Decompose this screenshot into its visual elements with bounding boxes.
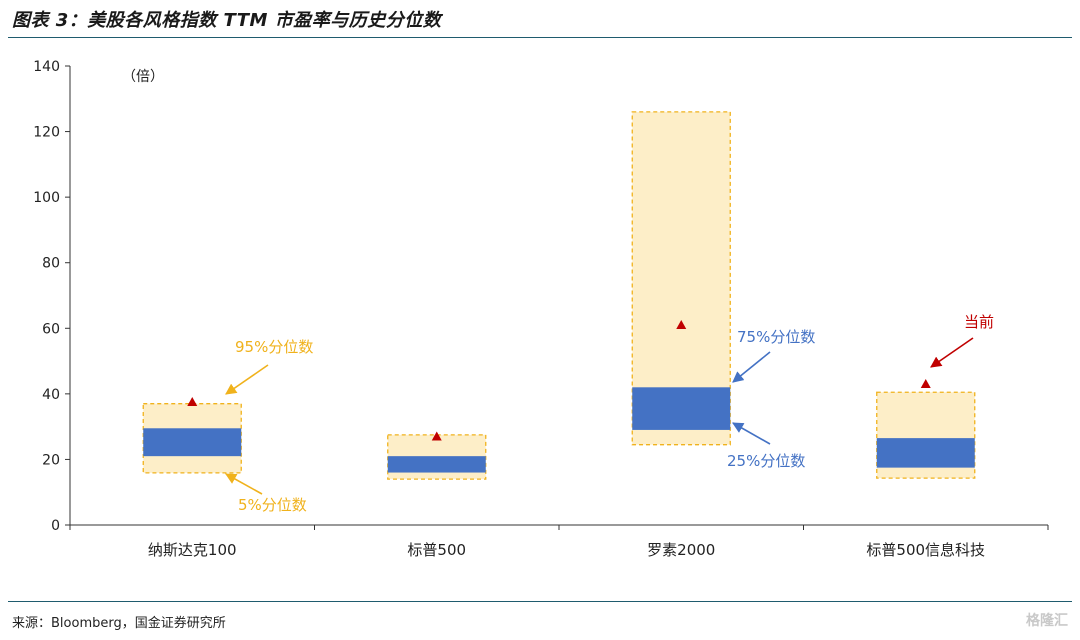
boxes <box>142 111 976 480</box>
figure-title: 图表 3：美股各风格指数 TTM 市盈率与历史分位数 <box>12 10 442 31</box>
annotation-arrow <box>732 351 771 383</box>
box-25-75-range <box>876 438 975 468</box>
x-category-label: 罗素2000 <box>647 541 715 559</box>
y-axis: 0 20 40 60 80 100 120 140 （倍） <box>33 59 164 534</box>
x-category-label: 标普500 <box>407 541 466 559</box>
y-tick-label: 60 <box>42 321 60 337</box>
annotation-arrow <box>732 422 771 445</box>
y-unit-label: （倍） <box>122 69 164 85</box>
annotations: 95%分位数 5%分位数 75%分位数 25%分位数 当前 <box>225 313 994 514</box>
annotation-label: 5%分位数 <box>238 496 307 514</box>
annotation-label: 当前 <box>964 313 994 331</box>
annotation-arrow <box>930 337 974 368</box>
watermark: 格隆汇 <box>1026 613 1068 629</box>
annotation-arrow <box>225 473 263 495</box>
current-marker <box>920 379 931 389</box>
annotation-label: 25%分位数 <box>727 452 805 470</box>
x-category-label: 纳斯达克100 <box>148 541 237 559</box>
x-category-label: 标普500信息科技 <box>866 541 985 559</box>
annotation-arrow <box>225 364 269 395</box>
source-note: 来源：Bloomberg，国金证券研究所 <box>12 616 226 631</box>
annotation-label: 95%分位数 <box>235 338 313 356</box>
y-tick-label: 0 <box>51 518 60 534</box>
box-25-75-range <box>387 456 486 473</box>
x-axis: 纳斯达克100 标普500 罗素2000 标普500信息科技 <box>69 524 1049 559</box>
current-marker <box>431 431 442 441</box>
top-rule <box>8 37 1072 38</box>
annotation-label: 75%分位数 <box>737 328 815 346</box>
y-tick-label: 120 <box>33 125 60 141</box>
bottom-rule <box>8 601 1072 602</box>
y-tick-label: 40 <box>42 387 60 403</box>
current-marker <box>187 397 198 407</box>
chart: 0 20 40 60 80 100 120 140 （倍） 纳斯达克100 标普500 罗素2000… <box>33 59 1049 559</box>
y-tick-label: 100 <box>33 190 60 206</box>
y-tick-label: 140 <box>33 59 60 75</box>
box-25-75-range <box>143 428 242 457</box>
current-marker <box>676 320 687 330</box>
y-tick-label: 80 <box>42 256 60 272</box>
box-25-75-range <box>632 387 731 430</box>
y-tick-label: 20 <box>42 452 60 468</box>
